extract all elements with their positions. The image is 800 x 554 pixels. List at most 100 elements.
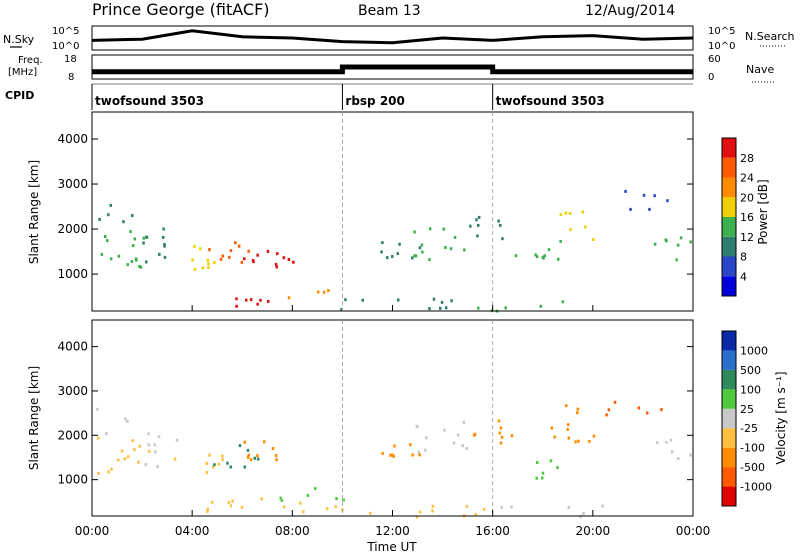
power-colorbar-label: Power [dB] [756, 179, 770, 244]
heatmap-cell [445, 306, 448, 309]
freq-label-bottom: [MHz] [8, 67, 37, 78]
heatmap-cell [231, 500, 234, 503]
heatmap-cell [207, 508, 210, 511]
heatmap-cell [143, 237, 146, 240]
heatmap-cell [432, 505, 435, 508]
velocity-colorbar: -1000-500-100-25251005001000 [722, 331, 772, 506]
power-colorbar-swatch [722, 158, 736, 178]
heatmap-cell [235, 297, 238, 300]
power-cells [98, 190, 692, 313]
nsearch-ytick-top: 10^5 [708, 26, 735, 37]
heatmap-cell [220, 258, 223, 261]
x-tick-label: 12:00 [375, 524, 410, 538]
heatmap-cell [638, 406, 641, 409]
nsky-line [92, 31, 693, 43]
heatmap-cell [510, 506, 513, 509]
heatmap-cell [218, 463, 221, 466]
heatmap-cell [222, 255, 225, 258]
heatmap-cell [302, 510, 305, 513]
heatmap-cell [565, 404, 568, 407]
nsky-panel: N.Sky 10^5 10^0 10^5 10^0 N.Search [3, 26, 795, 52]
heatmap-cell [110, 204, 113, 207]
heatmap-cell [127, 455, 129, 458]
heatmap-cell [380, 250, 383, 253]
heatmap-cell [466, 505, 469, 508]
heatmap-cell [101, 253, 104, 256]
heatmap-cell [419, 511, 422, 514]
heatmap-cell [605, 413, 608, 416]
heatmap-cell [207, 266, 210, 269]
heatmap-cell [129, 230, 132, 233]
heatmap-cell [562, 300, 565, 303]
heatmap-cell [275, 454, 278, 457]
heatmap-cell [391, 255, 394, 258]
power-colorbar-swatch [722, 138, 736, 158]
heatmap-cell [245, 299, 248, 302]
heatmap-cell [421, 251, 424, 254]
heatmap-cell [397, 252, 400, 255]
velocity-colorbar-tick: 1000 [740, 344, 768, 357]
heatmap-cell [656, 441, 659, 444]
heatmap-cell [228, 256, 231, 259]
heatmap-cell [413, 230, 416, 233]
x-tick-label: 04:00 [175, 524, 210, 538]
rti-figure: Prince George (fitACF) Beam 13 12/Aug/20… [0, 0, 800, 554]
heatmap-cell [473, 434, 476, 437]
heatmap-cell [174, 458, 177, 461]
heatmap-cell [577, 408, 580, 411]
heatmap-cell [323, 291, 326, 294]
heatmap-cell [677, 457, 680, 460]
heatmap-cell [221, 455, 224, 458]
velocity-colorbar-swatch [722, 448, 736, 467]
heatmap-cell [568, 506, 571, 509]
heatmap-cell [689, 240, 692, 243]
velocity-colorbar-swatch [722, 428, 736, 447]
heatmap-cell [153, 443, 156, 446]
heatmap-cell [381, 452, 384, 455]
heatmap-cell [574, 440, 577, 443]
heatmap-cell [176, 439, 179, 442]
heatmap-cell [386, 256, 389, 259]
velocity-colorbar-tick: -25 [740, 422, 758, 435]
heatmap-cell [419, 246, 422, 249]
nsky-trace [92, 31, 693, 43]
heatmap-cell [162, 228, 165, 231]
heatmap-cell [199, 247, 202, 250]
velocity-colorbar-tick: -1000 [740, 481, 772, 494]
heatmap-cell [544, 254, 547, 257]
heatmap-cell [288, 296, 291, 299]
heatmap-cell [559, 240, 562, 243]
heatmap-cell [106, 239, 109, 242]
heatmap-cell [397, 299, 400, 302]
heatmap-cell [97, 437, 100, 440]
heatmap-cell [540, 305, 543, 308]
heatmap-cell [588, 440, 591, 443]
power-frame [92, 112, 693, 311]
heatmap-cell [335, 497, 338, 500]
heatmap-cell [654, 243, 657, 246]
heatmap-cell [428, 258, 431, 261]
heatmap-cell [560, 213, 563, 216]
velocity-colorbar-swatch [722, 389, 736, 408]
heatmap-cell [665, 238, 668, 241]
heatmap-cell [576, 411, 579, 414]
heatmap-cell [148, 450, 151, 453]
heatmap-cell [234, 241, 237, 244]
heatmap-cell [515, 254, 518, 257]
heatmap-cell [248, 454, 251, 457]
heatmap-cell [428, 307, 431, 310]
heatmap-cell [250, 298, 253, 301]
cpid-segment-label: twofsound 3503 [95, 94, 204, 108]
velocity-ylabel: Slant Range [km] [27, 366, 41, 470]
heatmap-cell [433, 298, 436, 301]
heatmap-cell [135, 257, 138, 260]
heatmap-cell [504, 306, 507, 309]
heatmap-cell [569, 212, 572, 215]
heatmap-cell [145, 260, 148, 263]
heatmap-cell [263, 440, 266, 443]
heatmap-cell [483, 508, 486, 511]
heatmap-cell [429, 227, 432, 230]
heatmap-cell [127, 263, 130, 266]
heatmap-cell [582, 210, 585, 213]
cpid-segments: twofsound 3503 rbsp 200 twofsound 3503 [95, 84, 605, 110]
